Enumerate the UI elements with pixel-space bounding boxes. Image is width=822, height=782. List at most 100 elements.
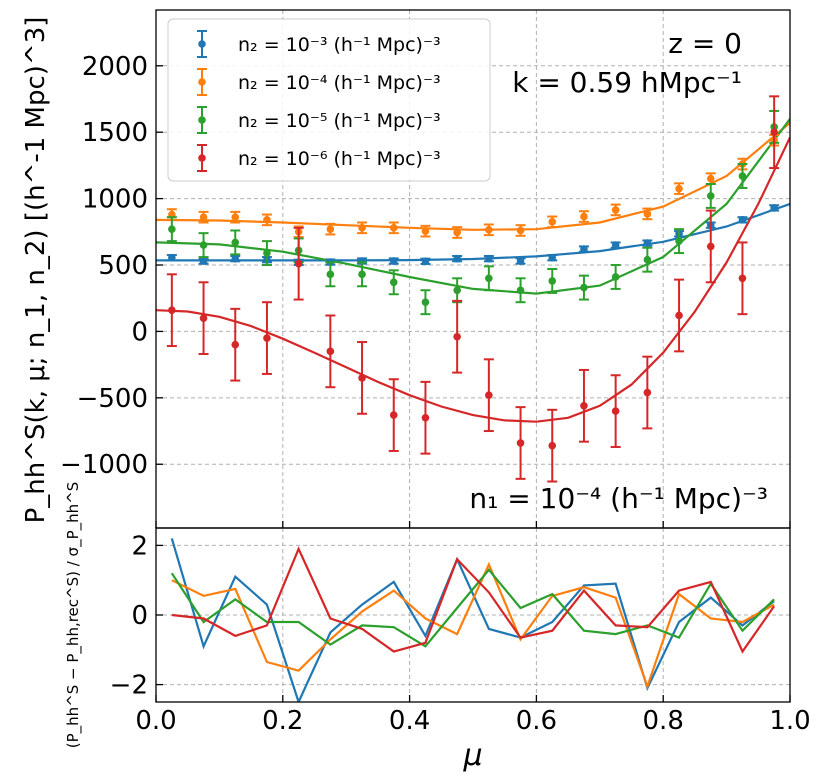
data-point — [706, 242, 715, 251]
data-point — [263, 249, 271, 257]
data-point — [706, 192, 715, 200]
annotation-n1: n₁ = 10⁻⁴ (h⁻¹ Mpc)⁻³ — [469, 482, 768, 515]
data-point — [580, 283, 588, 292]
data-point — [548, 277, 557, 285]
data-point — [770, 128, 778, 136]
data-point — [611, 241, 620, 249]
data-point — [485, 391, 493, 399]
x-tick-label: 0.6 — [516, 706, 557, 736]
data-point — [453, 228, 461, 237]
data-point — [643, 388, 652, 397]
data-point — [611, 407, 620, 415]
residual-y-tick-label: −2 — [110, 671, 148, 701]
main-y-tick-label: −500 — [77, 384, 148, 414]
x-axis-label: μ — [462, 738, 482, 773]
data-point — [199, 213, 208, 221]
data-point — [421, 257, 430, 266]
data-points — [166, 95, 780, 483]
data-point — [516, 226, 525, 235]
data-point — [675, 184, 683, 193]
data-point — [580, 402, 588, 410]
data-point — [168, 306, 176, 314]
model-curve — [156, 118, 790, 295]
data-point — [263, 216, 271, 224]
residual-axes-frame — [155, 527, 791, 703]
data-point — [580, 212, 588, 221]
main-y-tick-label: 1000 — [82, 185, 148, 215]
data-point — [389, 278, 398, 287]
main-panel: −1000 −500 0 500 1000 1500 2000 z = 0 k = 0.59… — [21, 9, 791, 529]
data-point — [548, 253, 557, 262]
legend-label: n₂ = 10⁻⁵ (h⁻¹ Mpc)⁻³ — [238, 110, 441, 132]
data-point — [421, 298, 430, 307]
legend-marker-point — [198, 40, 206, 48]
data-point — [294, 259, 303, 268]
x-tick-label: 0.8 — [643, 706, 684, 736]
residual-y-ticks: −2 0 2 — [110, 531, 148, 700]
data-point — [516, 257, 525, 265]
residual-lines — [170, 538, 776, 702]
main-y-tick-label: −1000 — [60, 450, 148, 480]
data-point — [706, 174, 715, 183]
data-point — [643, 210, 652, 218]
data-point — [326, 270, 335, 279]
x-tick-label: 0.2 — [262, 706, 303, 736]
legend-label: n₂ = 10⁻⁶ (h⁻¹ Mpc)⁻³ — [238, 148, 441, 170]
data-point — [199, 314, 208, 322]
annotation-redshift: z = 0 — [668, 27, 742, 60]
data-point — [326, 347, 335, 356]
data-point — [326, 225, 335, 233]
data-point — [358, 224, 366, 232]
data-point — [580, 245, 588, 253]
data-point — [738, 216, 747, 224]
data-point — [231, 213, 240, 221]
residual-line — [170, 568, 775, 648]
residual-y-tick-label: 0 — [131, 601, 148, 631]
data-point — [358, 374, 366, 382]
legend-label: n₂ = 10⁻⁴ (h⁻¹ Mpc)⁻³ — [238, 72, 441, 94]
data-point — [643, 239, 652, 247]
x-tick-label: 0.0 — [135, 706, 176, 736]
legend-marker-point — [198, 78, 206, 86]
data-point — [548, 441, 557, 450]
legend-label: n₂ = 10⁻³ (h⁻¹ Mpc)⁻³ — [238, 34, 441, 56]
data-point — [675, 311, 683, 320]
data-point — [389, 411, 398, 419]
data-point — [485, 274, 493, 283]
data-point — [231, 340, 240, 349]
model-curve — [156, 122, 790, 231]
model-curve — [156, 202, 790, 262]
data-point — [231, 254, 240, 263]
main-y-axis-label: P_hh^S(k, μ; n_1, n_2) [(h^-1 Mpc)^3] — [21, 17, 51, 524]
legend-marker-point — [198, 154, 206, 162]
data-point — [611, 273, 620, 281]
data-point — [453, 286, 461, 295]
data-point — [675, 237, 683, 245]
data-point — [738, 172, 747, 180]
data-point — [548, 218, 557, 226]
residual-y-axis-label: (P_hh^S − P_hh,rec^S) / σ_P_hh^S — [64, 482, 83, 748]
legend-frame — [167, 18, 491, 182]
annotation-wavenumber: k = 0.59 hMpc⁻¹ — [512, 66, 742, 99]
residual-line — [170, 538, 775, 702]
legend-marker-point — [198, 116, 206, 124]
data-point — [389, 224, 398, 232]
main-y-tick-label: 1500 — [82, 118, 148, 148]
data-point — [263, 334, 271, 342]
residual-x-ticks: 0.0 0.2 0.4 0.6 0.8 1.0 — [135, 706, 810, 736]
data-point — [611, 206, 620, 214]
residual-y-tick-label: 2 — [131, 531, 148, 561]
main-y-tick-label: 500 — [98, 251, 148, 281]
data-point — [485, 254, 493, 263]
residual-line — [171, 561, 775, 690]
data-point — [358, 270, 366, 279]
residual-panel: −2 0 2 0.0 0.2 0.4 0.6 0.8 1.0 (P_hh^S − P_hh,r… — [64, 482, 811, 773]
legend: n₂ = 10⁻³ (h⁻¹ Mpc)⁻³ n₂ = 10⁻⁴ (h⁻¹ Mpc)… — [167, 18, 491, 182]
data-point — [421, 227, 430, 235]
main-y-tick-label: 0 — [131, 317, 148, 347]
data-point — [199, 257, 208, 265]
data-point — [389, 257, 398, 265]
data-point — [738, 274, 747, 283]
data-point — [485, 226, 493, 234]
